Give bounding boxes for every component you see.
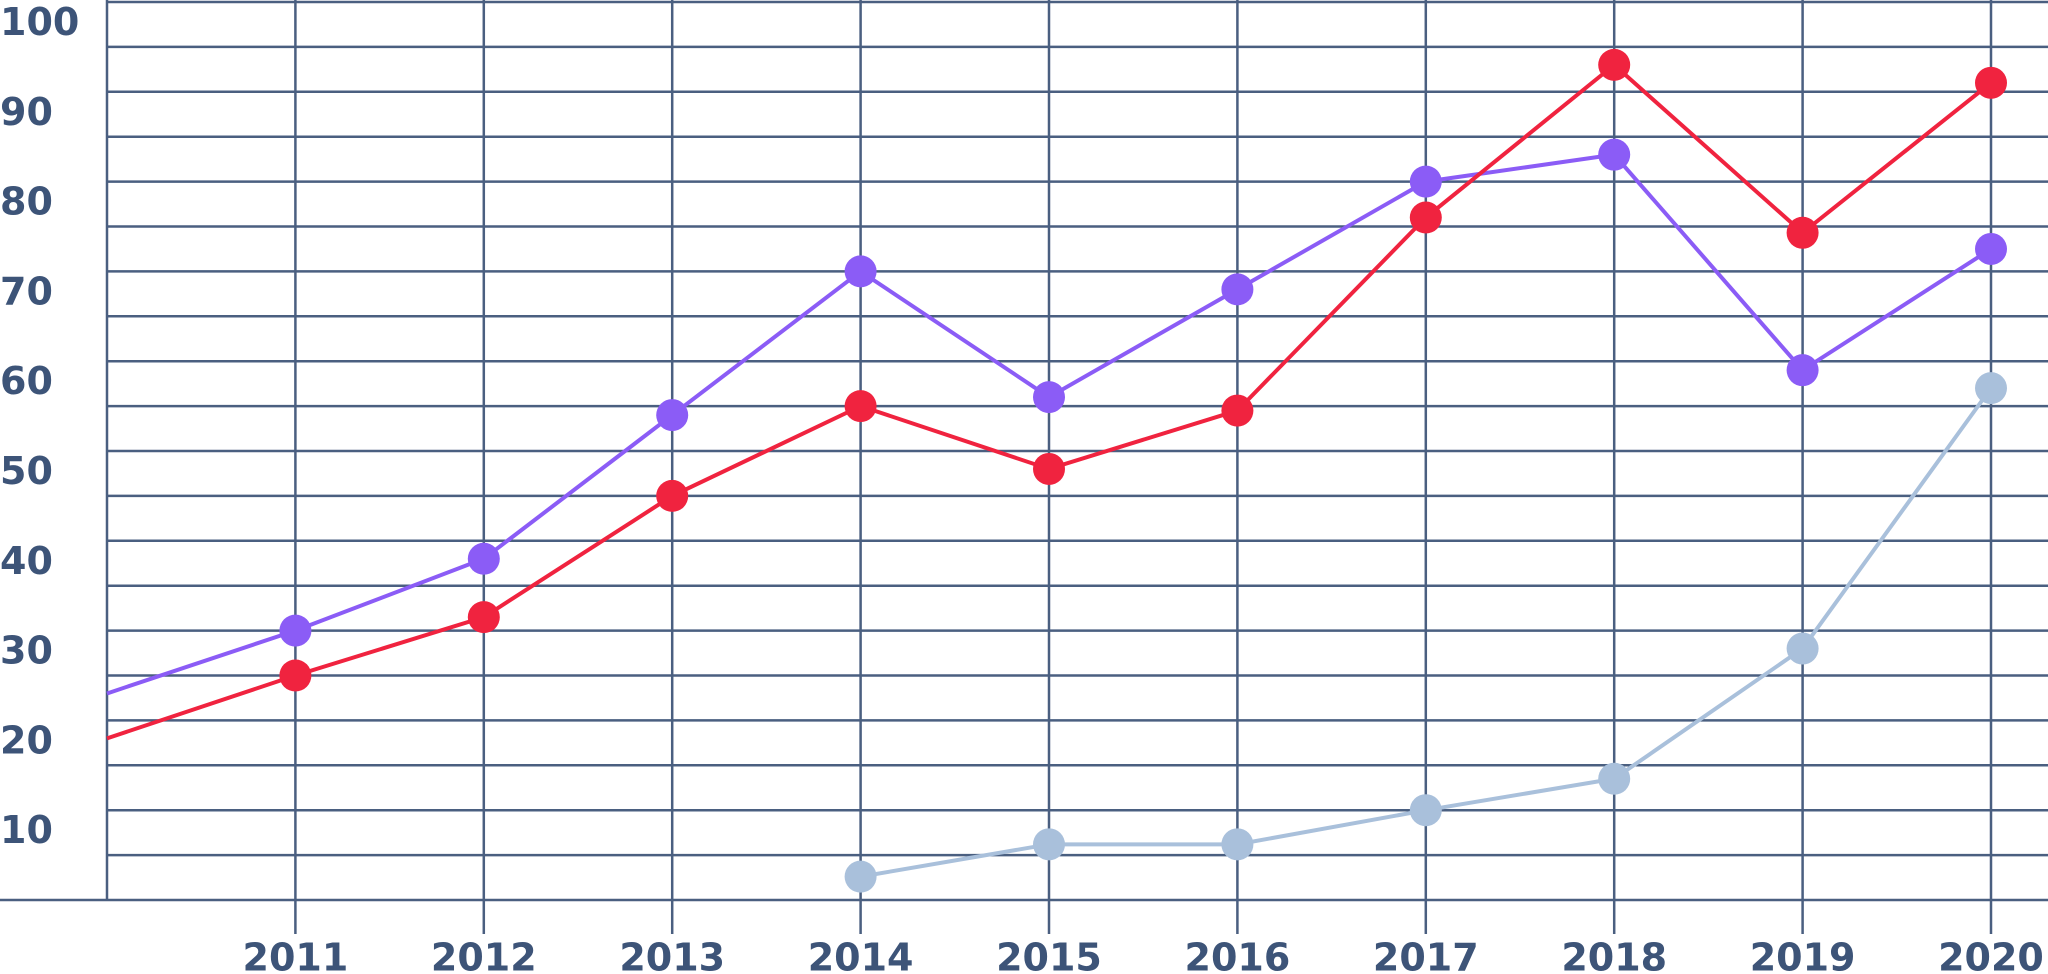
point bbox=[1786, 632, 1819, 665]
point bbox=[1975, 66, 2007, 99]
point bbox=[279, 659, 312, 692]
point bbox=[1221, 273, 1254, 306]
x-tick-label: 2016 bbox=[1185, 936, 1291, 974]
point bbox=[1786, 354, 1819, 387]
point bbox=[1975, 372, 2007, 405]
point bbox=[656, 399, 689, 432]
point bbox=[844, 255, 877, 288]
point bbox=[467, 542, 500, 575]
point bbox=[1409, 794, 1442, 827]
point bbox=[1598, 138, 1631, 171]
point bbox=[1033, 828, 1065, 861]
y-tick-label: 40 bbox=[0, 539, 53, 583]
x-tick-label: 2012 bbox=[431, 936, 537, 974]
point bbox=[1409, 201, 1442, 234]
y-tick-label: 80 bbox=[0, 180, 53, 224]
point bbox=[279, 614, 312, 647]
point bbox=[1221, 828, 1254, 861]
point bbox=[844, 860, 877, 893]
point bbox=[1975, 232, 2007, 265]
y-tick-label: 60 bbox=[0, 359, 53, 403]
point bbox=[1033, 381, 1065, 414]
x-tick-label: 2018 bbox=[1561, 936, 1667, 974]
point bbox=[1598, 48, 1631, 81]
point bbox=[1409, 165, 1442, 198]
y-tick-label: 70 bbox=[0, 269, 53, 313]
x-tick-label: 2020 bbox=[1938, 936, 2044, 974]
x-tick-label: 2011 bbox=[243, 936, 349, 974]
point bbox=[467, 601, 500, 634]
point bbox=[1033, 452, 1065, 485]
y-tick-label: 50 bbox=[0, 449, 53, 493]
point bbox=[1221, 394, 1254, 427]
y-tick-label: 100 bbox=[0, 0, 79, 44]
point bbox=[1786, 216, 1819, 249]
point bbox=[1598, 762, 1631, 795]
x-tick-label: 2014 bbox=[808, 936, 914, 974]
y-tick-label: 10 bbox=[0, 808, 53, 852]
y-tick-label: 90 bbox=[0, 90, 53, 134]
point bbox=[656, 479, 689, 512]
x-tick-label: 2017 bbox=[1373, 936, 1479, 974]
y-tick-label: 30 bbox=[0, 629, 53, 673]
point bbox=[844, 390, 877, 423]
y-tick-label: 20 bbox=[0, 718, 53, 762]
x-tick-label: 2013 bbox=[619, 936, 725, 974]
x-tick-label: 2019 bbox=[1750, 936, 1856, 974]
x-tick-label: 2015 bbox=[996, 936, 1102, 974]
